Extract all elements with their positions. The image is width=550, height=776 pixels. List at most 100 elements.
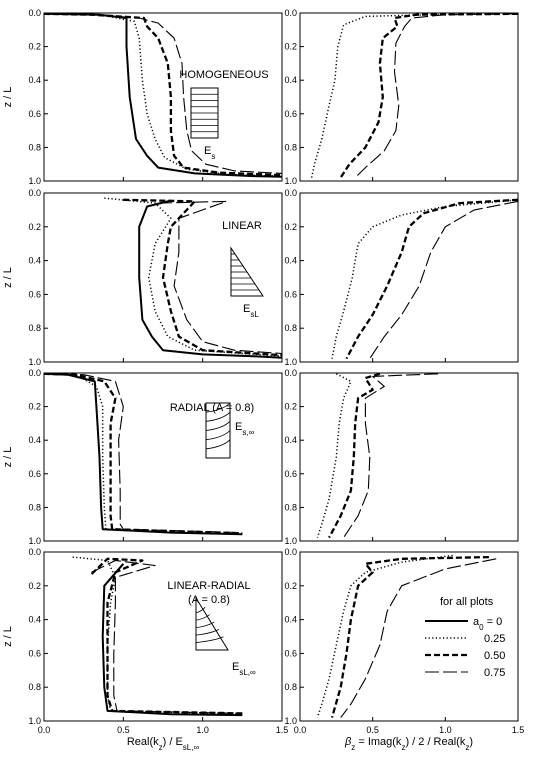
series-line-a0-050 — [123, 198, 282, 357]
panel-linear-radial-imag: 0.00.20.40.60.81.00.0 0.5 1.0 1.5 — [284, 547, 524, 735]
icon-hatch — [195, 636, 224, 643]
panel-title: LINEAR-RADIAL — [167, 580, 250, 592]
panel-title: RADIAL (A = 0.8) — [170, 402, 254, 414]
homogeneous-soil-icon — [190, 87, 219, 139]
plot-frame — [299, 551, 519, 722]
icon-outline — [195, 596, 229, 651]
series-line-a0-050 — [345, 198, 518, 360]
y-tick-label: 0.2 — [28, 402, 41, 412]
y-axis-label: z / L — [2, 626, 14, 647]
y-tick-label: 0.8 — [284, 682, 297, 692]
icon-hatch — [195, 621, 215, 629]
series-line-a0-025 — [310, 13, 518, 178]
x-tick-label: 1.0 — [196, 725, 209, 735]
y-tick-label: 0.2 — [284, 222, 297, 232]
y-tick-label: 0.4 — [28, 75, 41, 85]
panel-homogeneous-imag: 0.0 0.2 0.4 0.6 0.8 1.0 — [284, 8, 519, 186]
plot-frame — [299, 12, 519, 182]
panel-linear-real: 0.0 0.2 0.4 0.6 0.8 1.0 — [28, 188, 283, 367]
series-line-a0-025 — [104, 197, 282, 357]
icon-label: Es — [204, 145, 215, 161]
y-tick-label: 0.6 — [28, 109, 41, 119]
y-tick-label: 0.8 — [28, 323, 41, 333]
y-tick-label: 0.8 — [284, 323, 297, 333]
series-line-a0-075 — [44, 13, 282, 174]
series-line-a0-050 — [328, 373, 381, 539]
panel-homogeneous-real: 0.0 0.2 0.4 0.6 0.8 1.0 — [28, 8, 283, 186]
icon-label: EsL — [243, 303, 259, 319]
y-tick-label: 0.6 — [28, 648, 41, 658]
y-tick-label: 0.6 — [28, 469, 41, 479]
legend-label: a0 = 0 — [473, 616, 502, 632]
y-tick-label: 0.6 — [284, 648, 297, 658]
x-axis-label-right: βz = Imag(kz) / 2 / Real(kz) — [344, 736, 473, 752]
y-tick-label: 0.2 — [284, 42, 297, 52]
linear-soil-icon — [230, 246, 264, 297]
y-tick-label: 0.8 — [28, 142, 41, 152]
y-tick-label: 0.6 — [28, 289, 41, 299]
panel-radial-imag: 0.0 0.2 0.4 0.6 0.8 1.0 — [284, 368, 519, 546]
y-tick-label: 0.0 — [28, 188, 41, 198]
plot-frame — [43, 12, 283, 182]
series-line-a0-075 — [354, 13, 518, 178]
series-line-a0-050 — [90, 557, 243, 715]
y-tick-label: 0.0 — [28, 368, 41, 378]
series-line-a0-050 — [330, 555, 489, 718]
y-tick-label: 0.2 — [284, 581, 297, 591]
legend-label: 0.75 — [484, 667, 505, 679]
plot-frame — [43, 551, 283, 722]
y-tick-label: 1.0 — [284, 176, 297, 186]
icon-label: EsL,∞ — [232, 661, 256, 677]
icon-hatch — [205, 402, 231, 413]
panel-linear-radial-real: 0.00.20.40.60.81.00.0 0.5 1.0 1.5 — [28, 547, 288, 735]
icon-hatch — [205, 411, 231, 422]
icon-hatch — [195, 606, 206, 614]
series-line-a0-075 — [340, 558, 497, 718]
plot-frame — [43, 192, 283, 363]
x-tick-label: 0.5 — [117, 725, 130, 735]
y-tick-label: 1.0 — [284, 716, 297, 726]
y-tick-label: 0.4 — [284, 75, 297, 85]
series-line-a0-025 — [316, 554, 453, 718]
y-tick-label: 0.8 — [28, 502, 41, 512]
y-tick-label: 0.0 — [284, 368, 297, 378]
series-line-a0-025 — [44, 13, 282, 177]
series-line-a0-025 — [44, 373, 243, 536]
icon-hatch — [205, 439, 231, 450]
panel-title: HOMOGENEOUS — [179, 69, 268, 81]
y-tick-label: 0.4 — [284, 615, 297, 625]
radial-soil-icon — [205, 402, 231, 459]
y-tick-label: 0.0 — [28, 547, 41, 557]
y-tick-label: 0.2 — [28, 581, 41, 591]
y-tick-label: 0.6 — [284, 109, 297, 119]
y-tick-label: 0.2 — [284, 402, 297, 412]
y-tick-label: 0.8 — [28, 682, 41, 692]
y-tick-label: 0.4 — [28, 435, 41, 445]
series-line-a0-0 — [138, 199, 282, 359]
y-tick-label: 0.0 — [28, 8, 41, 18]
y-tick-label: 0.4 — [28, 615, 41, 625]
y-tick-label: 1.0 — [28, 357, 41, 367]
x-tick-label: 1.5 — [276, 725, 289, 735]
plot-frame — [299, 372, 519, 542]
x-tick-label: 1.0 — [439, 725, 452, 735]
series-line-a0-025 — [316, 373, 352, 538]
x-tick-label: 0.5 — [366, 725, 379, 735]
x-tick-label: 1.5 — [512, 725, 525, 735]
panel-title: (A = 0.8) — [188, 594, 230, 606]
x-tick-label: 0.0 — [294, 725, 307, 735]
icon-hatch — [195, 614, 210, 621]
panel-title: LINEAR — [222, 220, 262, 232]
linear-radial-soil-icon — [195, 596, 229, 651]
series-line-a0-050 — [44, 13, 282, 177]
y-tick-label: 1.0 — [284, 357, 297, 367]
plot-frame — [43, 372, 283, 542]
y-tick-label: 1.0 — [28, 716, 41, 726]
legend-label: 0.50 — [484, 650, 505, 662]
series-line-a0-0 — [101, 563, 243, 717]
series-line-a0-075 — [91, 559, 243, 714]
icon-hatch — [205, 430, 231, 441]
panel-linear-imag: 0.0 0.2 0.4 0.6 0.8 1.0 — [284, 188, 519, 367]
x-tick-label: 0.0 — [38, 725, 51, 735]
